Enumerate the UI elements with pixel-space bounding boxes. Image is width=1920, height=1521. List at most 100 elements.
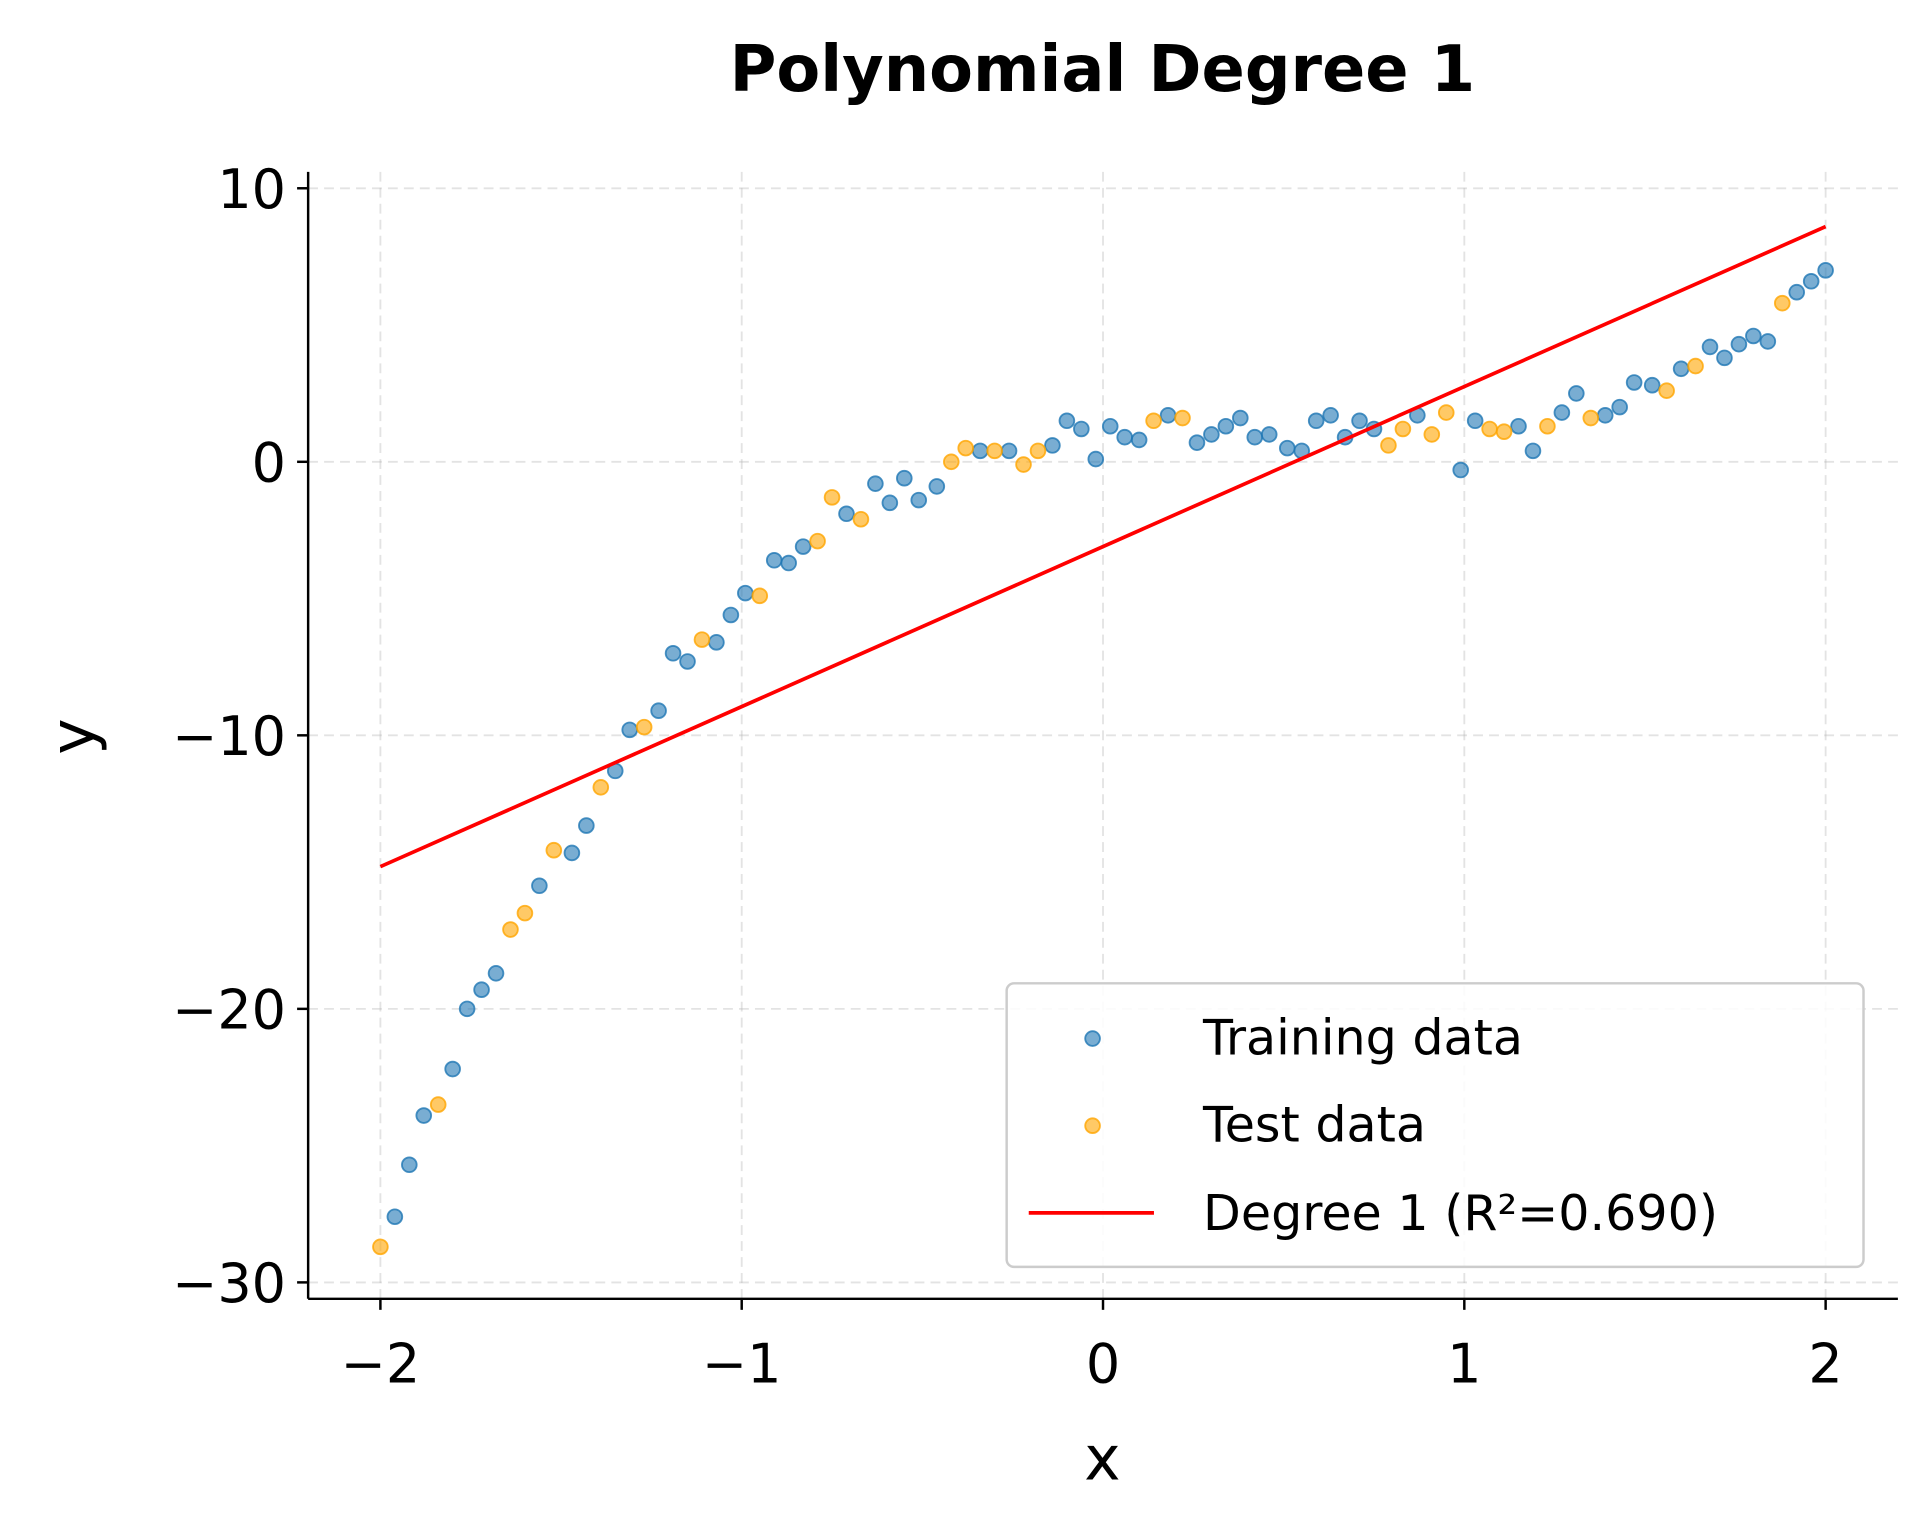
- test-data-point: [852, 510, 870, 528]
- training-data-point: [679, 653, 696, 670]
- training-data-point: [650, 702, 667, 720]
- training-data-point: [444, 1060, 461, 1078]
- training-data-point: [1307, 412, 1325, 430]
- test-data-point: [1423, 426, 1441, 443]
- training-data-point: [1759, 333, 1777, 350]
- training-data-point: [1203, 426, 1220, 443]
- training-data-point: [1101, 417, 1119, 435]
- test-data-point: [635, 718, 653, 736]
- training-data-point: [1000, 442, 1018, 460]
- legend-marker-test: [1084, 1117, 1101, 1134]
- training-data-point: [1351, 412, 1368, 430]
- x-tick-label: 2: [1808, 1332, 1842, 1395]
- training-data-point: [415, 1107, 433, 1124]
- training-data-point: [1553, 404, 1571, 421]
- y-tick-label: 0: [252, 431, 286, 494]
- test-data-point: [1481, 420, 1498, 438]
- training-data-point: [910, 491, 928, 509]
- training-data-point: [1625, 374, 1643, 391]
- training-data-point: [1716, 349, 1733, 367]
- test-data-point: [1687, 357, 1704, 375]
- test-data-point: [1437, 404, 1455, 421]
- training-data-point: [1188, 434, 1206, 451]
- training-data-point: [458, 1000, 476, 1018]
- training-data-point: [722, 606, 740, 624]
- y-tick-label: −20: [172, 979, 286, 1042]
- training-data-point: [1217, 417, 1235, 435]
- legend-marker-training: [1084, 1030, 1101, 1047]
- test-data-point: [1029, 442, 1047, 460]
- test-data-point: [516, 904, 534, 922]
- test-data-point: [957, 439, 975, 457]
- legend-label-test: Test data: [1202, 1096, 1426, 1154]
- training-data-point: [794, 538, 812, 555]
- y-tick-label: −10: [172, 705, 286, 768]
- test-data-point: [592, 779, 610, 796]
- test-data-point: [429, 1096, 447, 1113]
- test-data-point: [502, 921, 519, 938]
- test-data-point: [1145, 412, 1162, 430]
- training-data-point: [621, 721, 638, 739]
- training-data-point: [1278, 439, 1296, 457]
- training-data-point: [1701, 338, 1719, 356]
- test-data-point: [823, 489, 841, 506]
- training-data-point: [1466, 412, 1484, 430]
- training-data-point: [1116, 428, 1133, 446]
- x-tick-label: 0: [1086, 1332, 1120, 1395]
- training-data-point: [1568, 385, 1585, 402]
- x-tick-label: −2: [341, 1332, 421, 1395]
- training-data-point: [867, 475, 884, 492]
- test-data-point: [1015, 456, 1032, 473]
- training-data-point: [1788, 283, 1806, 301]
- test-data-point: [545, 841, 563, 859]
- legend-label-degree1: Degree 1 (R²=0.690): [1203, 1184, 1718, 1242]
- y-tick-label: −30: [172, 1252, 286, 1315]
- training-data-point: [1452, 461, 1469, 479]
- y-tick-label: 10: [217, 158, 286, 221]
- training-data-point: [1260, 426, 1278, 443]
- training-data-point: [1730, 335, 1748, 353]
- training-data-point: [1130, 431, 1148, 449]
- training-data-point: [1087, 450, 1105, 468]
- training-data-point: [1246, 428, 1264, 446]
- legend-label-training: Training data: [1202, 1009, 1523, 1067]
- training-data-point: [401, 1156, 418, 1174]
- training-data-point: [737, 584, 754, 602]
- test-data-point: [1582, 409, 1600, 427]
- test-data-point: [1394, 420, 1412, 438]
- training-data-point: [838, 505, 855, 523]
- training-data-point: [881, 494, 899, 512]
- legend: Training data Test data Degree 1 (R²=0.6…: [1005, 982, 1865, 1269]
- training-data-point: [1159, 407, 1177, 424]
- x-tick-label: −1: [702, 1332, 782, 1395]
- test-data-point: [1380, 437, 1397, 454]
- training-data-point: [971, 442, 989, 460]
- test-data-point: [942, 453, 960, 471]
- training-data-point: [1510, 417, 1527, 435]
- training-data-point: [1672, 360, 1690, 378]
- training-data-point: [1232, 409, 1249, 427]
- training-data-point: [1611, 398, 1628, 416]
- training-data-point: [1322, 407, 1339, 424]
- grid: [308, 171, 1898, 1299]
- training-data-point: [531, 877, 548, 895]
- training-data-point: [563, 844, 581, 862]
- plot-area: [372, 224, 1834, 1256]
- x-tick-label: 1: [1447, 1332, 1481, 1395]
- training-data-point: [1044, 437, 1061, 454]
- legend-frame: [1005, 982, 1865, 1269]
- training-data-point: [664, 644, 682, 662]
- test-data-point: [751, 587, 769, 605]
- test-data-point: [1174, 409, 1191, 427]
- training-data-point: [765, 551, 783, 569]
- test-data-point: [809, 532, 826, 550]
- training-data-point: [928, 478, 946, 495]
- test-data-point: [1539, 417, 1556, 435]
- y-axis-label: y: [37, 718, 108, 754]
- training-data-point: [1643, 376, 1661, 394]
- test-data-point: [693, 631, 711, 648]
- training-data-point: [1058, 412, 1076, 430]
- training-data-point: [708, 634, 725, 651]
